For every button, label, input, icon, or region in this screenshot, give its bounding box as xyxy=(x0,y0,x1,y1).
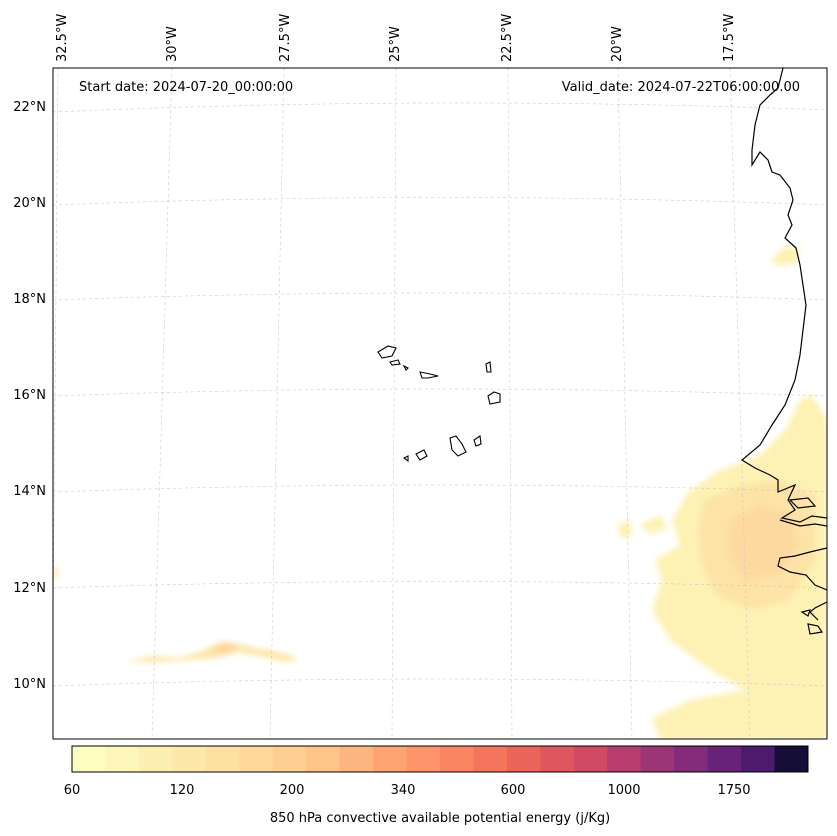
lat-label-18n: 18°N xyxy=(13,292,46,307)
lon-label-22-5w: 22.5°W xyxy=(500,14,515,62)
island-boa-vista xyxy=(487,391,501,405)
island-santo-antao xyxy=(377,345,397,359)
lat-label-16n: 16°N xyxy=(13,388,46,403)
colorbar-tick-120: 120 xyxy=(170,783,195,798)
colorbar-tick-1000: 1000 xyxy=(607,783,640,798)
island-sao-vicente xyxy=(389,359,401,366)
colorbar-segment xyxy=(506,746,541,772)
colorbar-tick-60: 60 xyxy=(64,783,81,798)
colorbar-segment xyxy=(172,746,207,772)
island-sao-nicolau xyxy=(419,371,439,379)
colorbar-segment xyxy=(205,746,240,772)
island-sal xyxy=(485,361,492,373)
colorbar-tick-200: 200 xyxy=(280,783,305,798)
start-date-label: Start date: 2024-07-20_00:00:00 xyxy=(79,80,293,95)
colorbar-segment xyxy=(440,746,474,772)
cape-region-west-core xyxy=(210,642,238,654)
colorbar-segment xyxy=(272,746,307,772)
longitude-labels: 32.5°W 30°W 27.5°W 25°W 22.5°W 20°W 17.5… xyxy=(55,14,737,62)
cape-region-blob2 xyxy=(640,515,668,534)
map-border xyxy=(52,67,828,740)
colorbar-label: 850 hPa convective available potential e… xyxy=(270,811,610,826)
colorbar-segment xyxy=(640,746,675,772)
cape-shading xyxy=(53,246,827,739)
colorbar-segment xyxy=(540,746,575,772)
colorbar-segment xyxy=(473,746,508,772)
gridlines xyxy=(53,68,827,739)
gambia-river xyxy=(779,519,827,527)
lat-label-22n: 22°N xyxy=(13,100,46,115)
colorbar-segment xyxy=(741,746,776,772)
lat-label-14n: 14°N xyxy=(13,484,46,499)
valid-date-label: Valid_date: 2024-07-22T06:00:00.00 xyxy=(562,80,800,95)
lat-label-12n: 12°N xyxy=(13,581,46,596)
colorbar-segment xyxy=(573,746,608,772)
island-fogo xyxy=(415,449,428,461)
island-maio xyxy=(473,435,482,447)
cape-region-north-coast xyxy=(770,246,800,266)
colorbar-border xyxy=(71,745,809,773)
cape-region-blob xyxy=(618,520,632,538)
colorbar-segment xyxy=(239,746,274,772)
colorbar-tick-600: 600 xyxy=(501,783,526,798)
latitude-labels: 22°N 20°N 18°N 16°N 14°N 12°N 10°N xyxy=(13,100,46,692)
colorbar-segment xyxy=(105,746,140,772)
cape-region-west-band xyxy=(127,642,298,662)
colorbar-segment xyxy=(607,746,642,772)
colorbar-segment xyxy=(674,746,709,772)
colorbar-segment xyxy=(339,746,374,772)
lon-label-20w: 20°W xyxy=(610,26,625,62)
lon-label-17-5w: 17.5°W xyxy=(722,14,737,62)
colorbar-segment xyxy=(138,746,173,772)
africa-inlet xyxy=(788,497,817,509)
lat-label-20n: 20°N xyxy=(13,196,46,211)
colorbar-segment xyxy=(406,746,441,772)
island-santiago xyxy=(449,435,467,457)
coastlines xyxy=(740,68,827,635)
colorbar-segment xyxy=(707,746,742,772)
colorbar-segment xyxy=(373,746,408,772)
colorbar-segment xyxy=(306,746,341,772)
colorbar-segment xyxy=(72,746,106,772)
lon-label-30w: 30°W xyxy=(165,26,180,62)
lon-label-32-5w: 32.5°W xyxy=(55,14,70,62)
colorbar xyxy=(72,746,809,772)
colorbar-tick-340: 340 xyxy=(391,783,416,798)
africa-coastline xyxy=(740,68,827,635)
colorbar-segment xyxy=(774,746,809,772)
lon-label-25w: 25°W xyxy=(388,26,403,62)
lon-label-27-5w: 27.5°W xyxy=(278,14,293,62)
colorbar-ticks: 60 120 200 340 600 1000 1750 xyxy=(64,783,751,798)
island-brava xyxy=(402,455,409,463)
lat-label-10n: 10°N xyxy=(13,677,46,692)
cape-verde-islands xyxy=(377,345,501,463)
cape-region-left-edge xyxy=(53,566,58,580)
cape-region-africa-core2 xyxy=(728,505,800,580)
colorbar-tick-1750: 1750 xyxy=(717,783,750,798)
island-santa-luzia xyxy=(402,364,409,371)
